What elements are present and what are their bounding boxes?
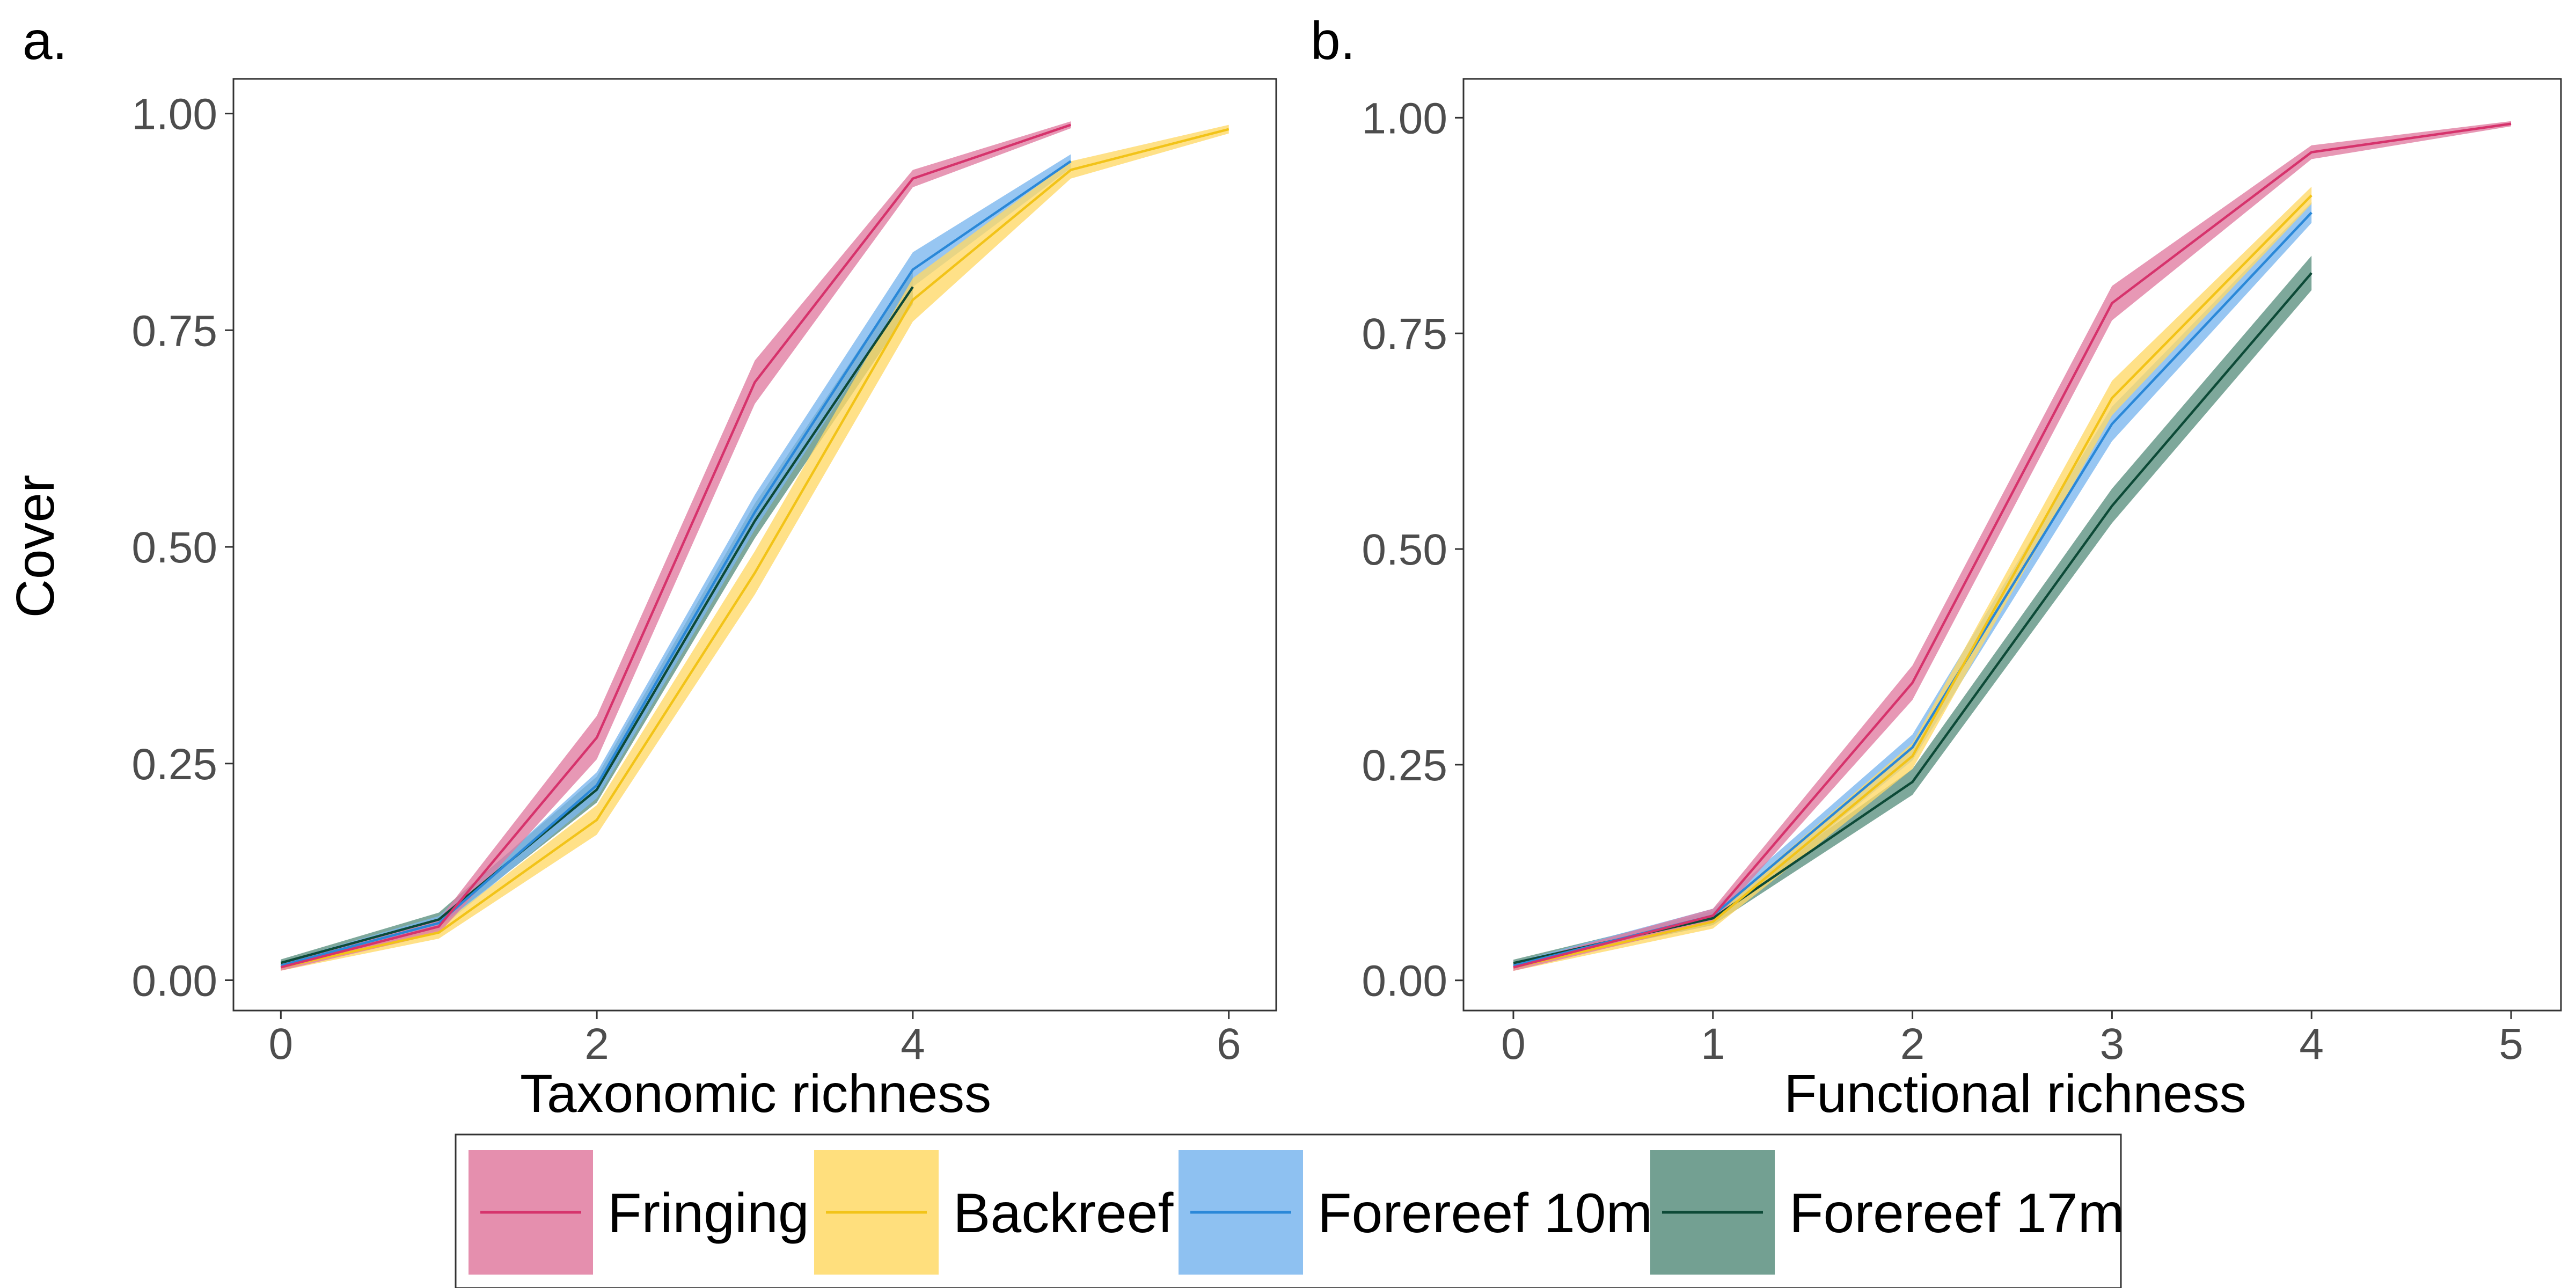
panel-b-band-backreef bbox=[1513, 186, 2312, 971]
panel-a-border bbox=[232, 78, 1277, 1012]
panel-b-y-tick-label: 0.25 bbox=[1362, 741, 1447, 790]
panel-b-x-axis-title: Functional richness bbox=[1784, 1064, 2246, 1124]
panel-b-x-tick-label: 0 bbox=[1501, 1020, 1526, 1069]
panel-b-line-forereef-17m bbox=[1513, 272, 2312, 964]
panel-b-tag: b. bbox=[1311, 11, 1355, 71]
legend-label-forereef-10m: Forereef 10m bbox=[1318, 1182, 1652, 1245]
panel-b-band-fringing bbox=[1513, 121, 2511, 971]
panel-a-x-tick-label: 6 bbox=[1217, 1020, 1241, 1069]
legend: Fringing Backreef Forereef 10m Forereef 17m bbox=[455, 1133, 2124, 1288]
panel-a-line-forereef-17m bbox=[280, 286, 914, 964]
legend-label-backreef: Backreef bbox=[953, 1182, 1174, 1245]
panel-b-x-tick-label: 4 bbox=[2299, 1020, 2324, 1069]
panel-a-y-tick-label: 1.00 bbox=[131, 90, 217, 139]
panel-a-y-tick-label: 0.75 bbox=[131, 306, 217, 355]
panel-a-y-tick-label: 0.50 bbox=[131, 523, 217, 572]
panel-b-band-forereef-17m bbox=[1513, 255, 2312, 967]
panel-a-line-fringing bbox=[280, 123, 1072, 969]
panel-b-y-tick-label: 1.00 bbox=[1362, 94, 1447, 143]
panel-b-lines bbox=[1513, 122, 2512, 969]
panel-b-line-fringing bbox=[1513, 122, 2512, 969]
panel-b-x-tick-label: 5 bbox=[2499, 1020, 2523, 1069]
panel-b-y-tick-label: 0.75 bbox=[1362, 310, 1447, 358]
panel-b-x-tick-label: 1 bbox=[1701, 1020, 1725, 1069]
panel-a: a. Cover Taxonomic richness 0.00 0.25 0.50… bbox=[5, 11, 1277, 1124]
panel-b: b. Functional richness 0.00 0.25 0.50 0.75 1… bbox=[1311, 11, 2562, 1124]
panel-b-axes: 0.00 0.25 0.50 0.75 1.00 0 1 2 3 4 5 bbox=[1362, 94, 2523, 1069]
panel-a-band-backreef bbox=[281, 125, 1229, 971]
panel-a-band-forereef-17m bbox=[281, 269, 913, 967]
panel-a-lines bbox=[280, 123, 1230, 969]
panel-a-x-tick-label: 0 bbox=[269, 1020, 294, 1069]
panel-b-y-tick-label: 0.50 bbox=[1362, 525, 1447, 574]
panel-a-tag: a. bbox=[23, 11, 67, 71]
legend-label-fringing: Fringing bbox=[608, 1182, 809, 1245]
panel-a-line-backreef bbox=[280, 128, 1230, 969]
panel-a-x-tick-label: 4 bbox=[901, 1020, 925, 1069]
panel-b-x-tick-label: 3 bbox=[2100, 1020, 2125, 1069]
panel-b-x-tick-label: 2 bbox=[1900, 1020, 1925, 1069]
panel-a-x-axis-title: Taxonomic richness bbox=[520, 1064, 991, 1124]
panel-a-y-tick-label: 0.00 bbox=[131, 956, 217, 1005]
panel-b-y-tick-label: 0.00 bbox=[1362, 957, 1447, 1006]
panel-a-y-tick-label: 0.25 bbox=[131, 740, 217, 789]
panel-b-border bbox=[1462, 78, 2562, 1012]
y-axis-title: Cover bbox=[5, 475, 65, 618]
panel-b-line-backreef bbox=[1513, 194, 2312, 969]
legend-label-forereef-17m: Forereef 17m bbox=[1789, 1182, 2124, 1245]
panel-a-x-tick-label: 2 bbox=[584, 1020, 609, 1069]
panel-a-band-fringing bbox=[281, 121, 1071, 971]
panel-b-bands bbox=[1513, 121, 2511, 971]
panel-a-axes: 0.00 0.25 0.50 0.75 1.00 0 2 4 6 bbox=[131, 90, 1241, 1069]
panel-a-line-forereef-10m bbox=[280, 160, 1072, 967]
panel-a-bands bbox=[281, 121, 1229, 971]
legend-items: Fringing Backreef Forereef 10m Forereef 17m bbox=[469, 1150, 2124, 1275]
